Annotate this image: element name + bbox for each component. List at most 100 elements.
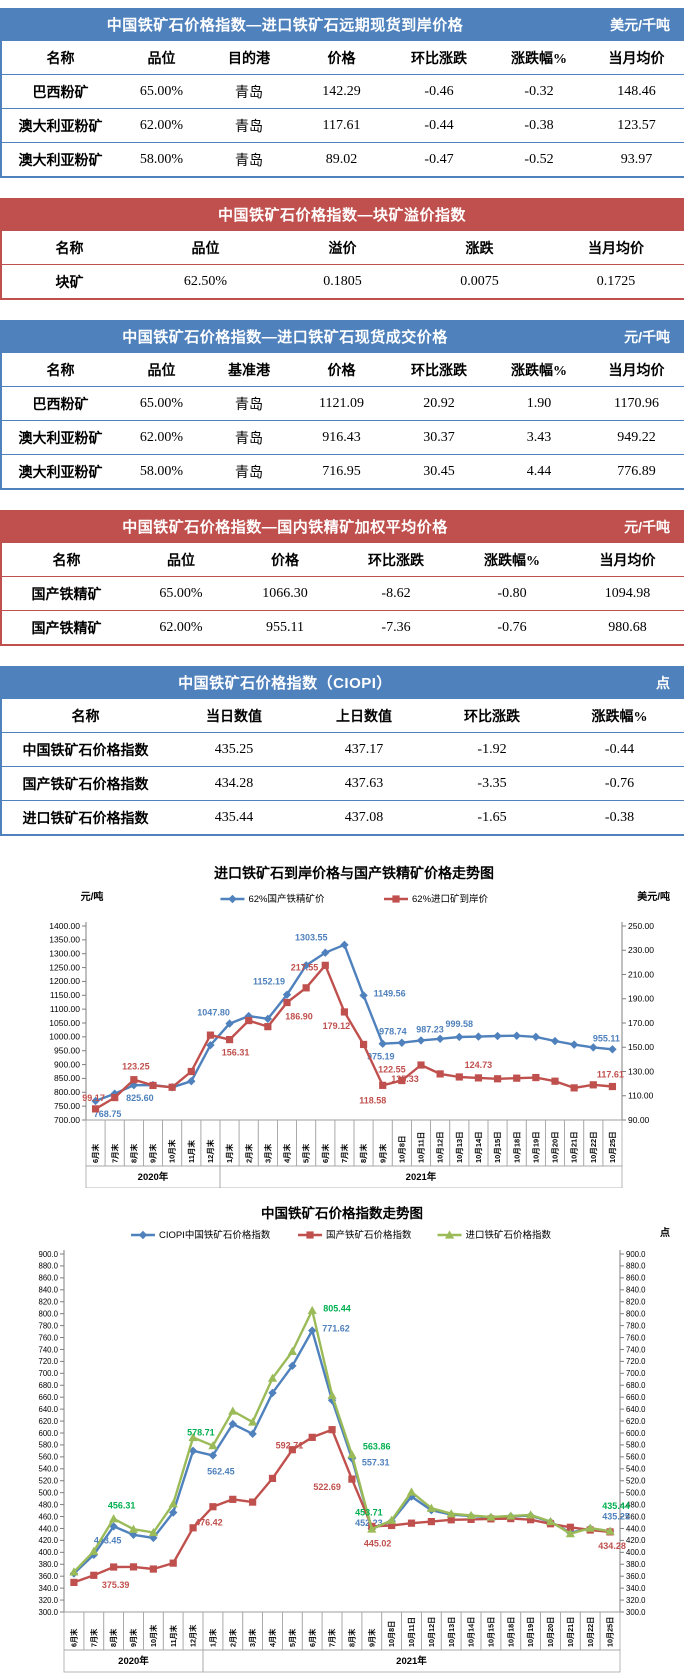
column-header: 当月均价: [608, 363, 665, 379]
x-axis-category-label: 6月末: [70, 1628, 79, 1647]
square-marker-icon: [527, 1516, 535, 1524]
diamond-marker-icon: [474, 1032, 483, 1041]
x-axis-category-label: 10月25日: [606, 1617, 615, 1647]
value-cell: 0.1725: [596, 273, 636, 289]
left-axis-tick-label: 820.0: [38, 1298, 58, 1307]
column-header: 当日数值: [206, 709, 262, 725]
value-cell: 93.97: [620, 151, 653, 167]
x-axis-year-row: 2020年 2021年: [85, 1165, 623, 1188]
square-marker-icon: [493, 1075, 502, 1083]
diamond-marker-icon: [493, 1031, 502, 1041]
data-table: 名称 品位 基准港 价格 环比涨跌 涨跌幅% 当月均价 巴西粉矿 65.00% 青岛 1121.09…: [0, 353, 684, 490]
x-axis-category-label: 1月末: [224, 1143, 234, 1163]
left-axis-tick-label: 1100.00: [50, 1004, 80, 1014]
square-marker-icon: [447, 1516, 455, 1524]
data-point-label: 557.31: [362, 1457, 390, 1467]
x-axis-category-label: 6月末: [320, 1143, 330, 1163]
diamond-marker-icon: [228, 1419, 237, 1429]
table-row: 澳大利亚粉矿 58.00% 青岛 89.02 -0.47 -0.52 93.97: [1, 142, 684, 178]
x-axis-category-label: 3月末: [262, 1143, 272, 1163]
left-axis-tick-label: 700.0: [38, 1369, 58, 1378]
triangle-marker-icon: [406, 1487, 417, 1496]
square-marker-icon: [149, 1565, 157, 1573]
triangle-marker-icon: [327, 1390, 337, 1399]
x-axis-category-label: 9月末: [367, 1628, 376, 1647]
data-point-label: 1047.80: [197, 1008, 230, 1018]
year-group-label: 2021年: [406, 1171, 437, 1183]
legend-item: 进口铁矿石价格指数: [437, 1229, 552, 1241]
value-cell: 青岛: [235, 397, 263, 413]
data-point-label: 522.69: [313, 1482, 341, 1492]
table-unit-label: 元/千吨: [624, 328, 670, 345]
triangle-marker-icon: [506, 1511, 516, 1520]
right-axis-tick-label: 880.0: [626, 1262, 646, 1271]
column-header: 涨跌幅%: [484, 553, 540, 569]
data-point-label: 578.71: [187, 1428, 215, 1438]
row-name-cell: 澳大利亚粉矿: [18, 119, 103, 135]
diamond-marker-icon: [129, 1080, 139, 1090]
year-group-label: 2021年: [396, 1655, 427, 1667]
value-cell: 62.50%: [183, 273, 228, 289]
column-header: 品位: [167, 553, 195, 569]
square-marker-icon: [348, 1475, 356, 1483]
value-cell: 1121.09: [319, 395, 364, 411]
x-axis-category-label: 10月14日: [467, 1617, 476, 1647]
data-point-label: 978.74: [379, 1027, 407, 1037]
left-axis-tick-label: 320.0: [38, 1596, 58, 1605]
table-banner: 中国铁矿石价格指数（CIOPI） 点: [0, 666, 684, 699]
x-axis-category-label: 10月14日: [474, 1131, 483, 1163]
value-cell: 437.63: [344, 775, 384, 791]
row-name-cell: 澳大利亚粉矿: [18, 431, 103, 447]
diamond-marker-icon: [129, 1530, 138, 1539]
value-cell: 65.00%: [139, 395, 184, 411]
triangle-marker-icon: [545, 1516, 556, 1526]
data-point-label: 156.31: [222, 1048, 250, 1058]
row-name-cell: 中国铁矿石价格指数: [22, 743, 149, 759]
x-axis-category-label: 12月末: [189, 1624, 198, 1647]
value-cell: 1.90: [526, 395, 552, 411]
square-marker-icon: [608, 1082, 617, 1091]
right-axis-tick-label: 580.0: [626, 1441, 646, 1450]
series-进口铁矿石价格指数: 456.31 578.71 805.44 563.86 453.71 435.44: [69, 1303, 630, 1576]
left-axis-tick-label: 1000.00: [49, 1032, 80, 1042]
left-axis-tick-label: 860.0: [38, 1274, 58, 1283]
value-cell: 58.00%: [139, 463, 184, 479]
left-axis-tick-label: 700.00: [54, 1115, 80, 1125]
legend-label: 62%国产铁精矿价: [248, 893, 325, 905]
value-cell: 1066.30: [262, 585, 308, 601]
legend-item: 62%进口矿到岸价: [384, 893, 489, 905]
price-tables-section: 中国铁矿石价格指数—进口铁矿石远期现货到岸价格 美元/千吨 名称 品位 目的港 价格 环比涨…: [0, 8, 684, 836]
right-axis-tick-label: 90.00: [628, 1115, 650, 1125]
diamond-marker-icon: [359, 991, 368, 1000]
triangle-marker-icon: [387, 1515, 397, 1524]
x-axis-category-label: 8月末: [128, 1143, 138, 1163]
value-cell: 716.95: [322, 463, 361, 479]
data-point-label: 805.44: [323, 1303, 351, 1313]
left-axis-tick-label: 800.00: [54, 1087, 80, 1097]
table-title: 中国铁矿石价格指数（CIOPI）: [178, 675, 392, 692]
x-axis-category-label: 10月11日: [407, 1617, 416, 1647]
left-axis-tick-label: 760.0: [38, 1333, 58, 1342]
x-axis-category-row: 6月末 7月末 8月末 9月末 10月末 11月末 12月末 1月末 2月末 3月末 4月末 5月末 6…: [85, 1119, 623, 1167]
table-row: 澳大利亚粉矿 62.00% 青岛 117.61 -0.44 -0.38 123.57: [1, 108, 684, 143]
chart-axes: 300.0 320.0 340.0 360.0 380.0 400.0 420.0 440.0…: [38, 1250, 646, 1617]
left-axis-tick-label: 460.0: [38, 1512, 58, 1521]
x-axis-category-label: 12月末: [205, 1139, 215, 1163]
triangle-marker-icon: [605, 1526, 615, 1535]
square-marker-icon: [189, 1524, 197, 1532]
right-axis-unit-label: 点: [660, 1226, 670, 1239]
column-header: 名称: [55, 241, 84, 257]
x-axis-category-label: 10月21日: [570, 1131, 579, 1163]
triangle-marker-icon: [128, 1524, 139, 1533]
square-marker-icon: [379, 1081, 387, 1089]
left-axis-tick-label: 800.0: [38, 1309, 58, 1318]
left-axis-tick-label: 740.0: [38, 1345, 58, 1354]
diamond-marker-icon: [248, 1429, 257, 1439]
x-axis-year-row: 2020年 2021年: [63, 1649, 621, 1673]
row-name-cell: 国产铁精矿: [31, 587, 102, 603]
triangle-marker-icon: [565, 1529, 575, 1538]
value-cell: 30.37: [423, 429, 455, 445]
column-header: 当月均价: [608, 51, 665, 67]
table-header-row: 名称 品位 基准港 价格 环比涨跌 涨跌幅% 当月均价: [1, 353, 684, 387]
data-point-label: 456.31: [108, 1501, 136, 1511]
